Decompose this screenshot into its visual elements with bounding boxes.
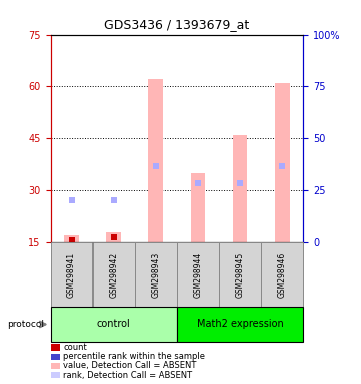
Text: GSM298946: GSM298946 — [278, 252, 287, 298]
Point — [279, 163, 285, 169]
Bar — [177, 307, 303, 342]
Text: GSM298945: GSM298945 — [236, 252, 244, 298]
Text: GSM298944: GSM298944 — [193, 252, 203, 298]
Point — [69, 197, 74, 204]
Text: GSM298941: GSM298941 — [67, 252, 76, 298]
Title: GDS3436 / 1393679_at: GDS3436 / 1393679_at — [104, 18, 249, 31]
Bar — [135, 242, 177, 307]
Bar — [177, 242, 219, 307]
Text: Math2 expression: Math2 expression — [197, 319, 283, 329]
Bar — [148, 79, 163, 242]
Point — [237, 180, 243, 186]
Point — [153, 163, 159, 169]
Point — [111, 197, 117, 204]
Bar — [233, 135, 247, 242]
Bar — [275, 83, 290, 242]
Point — [69, 237, 74, 243]
Point — [111, 233, 117, 240]
Bar — [51, 307, 177, 342]
Text: GSM298943: GSM298943 — [151, 252, 160, 298]
Text: control: control — [97, 319, 131, 329]
Text: GSM298942: GSM298942 — [109, 252, 118, 298]
Bar — [64, 235, 79, 242]
Point — [195, 180, 201, 186]
Text: count: count — [63, 343, 87, 352]
Text: rank, Detection Call = ABSENT: rank, Detection Call = ABSENT — [63, 371, 192, 380]
Text: percentile rank within the sample: percentile rank within the sample — [63, 352, 205, 361]
Text: value, Detection Call = ABSENT: value, Detection Call = ABSENT — [63, 361, 196, 371]
Bar — [106, 232, 121, 242]
Bar — [219, 242, 261, 307]
Bar — [51, 242, 92, 307]
Bar — [191, 173, 205, 242]
Bar — [93, 242, 135, 307]
Bar — [261, 242, 303, 307]
Text: protocol: protocol — [7, 320, 44, 329]
